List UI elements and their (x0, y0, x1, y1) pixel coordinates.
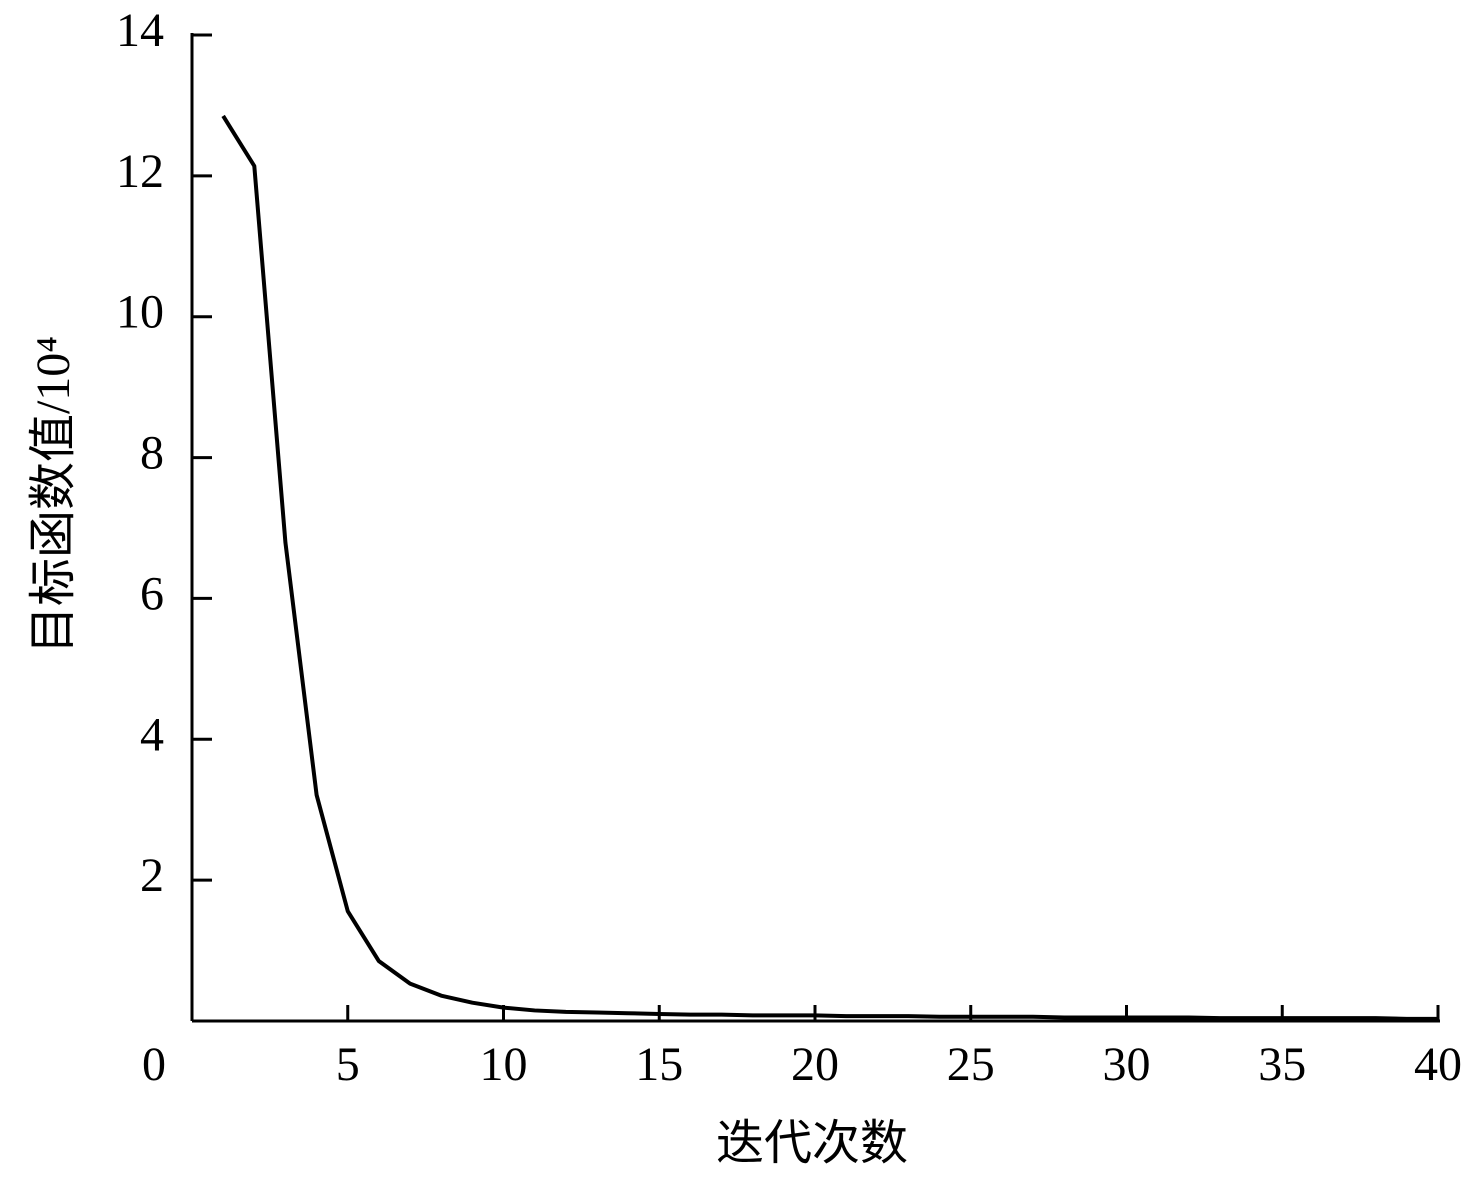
y-tick-label: 14 (116, 4, 164, 57)
x-tick-label: 10 (480, 1038, 528, 1091)
y-axis-label: 目标函数值/10⁴ (27, 336, 80, 654)
y-tick-label: 8 (140, 427, 164, 480)
x-tick-label: 40 (1414, 1038, 1462, 1091)
y-tick-label: 12 (116, 145, 164, 198)
x-tick-label: 20 (791, 1038, 839, 1091)
x-tick-label: 15 (635, 1038, 683, 1091)
x-tick-label: 30 (1103, 1038, 1151, 1091)
y-tick-label: 6 (140, 567, 164, 620)
y-tick-label: 2 (140, 849, 164, 902)
x-tick-label: 0 (142, 1038, 166, 1091)
y-tick-label: 4 (140, 708, 164, 761)
data-line (221, 114, 1438, 1021)
x-tick-label: 5 (336, 1038, 360, 1091)
x-tick-label: 35 (1258, 1038, 1306, 1091)
x-axis-label: 迭代次数 (716, 1117, 908, 1170)
x-tick-label: 25 (947, 1038, 995, 1091)
y-tick-label: 10 (116, 286, 164, 339)
